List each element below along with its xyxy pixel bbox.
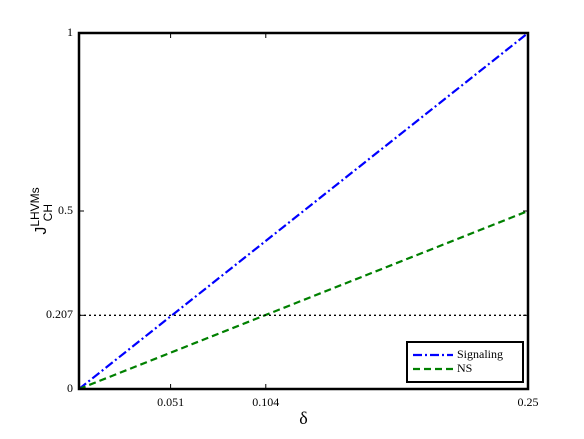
y-tick-label: 0.5 <box>58 203 73 217</box>
y-label-sup: LHVMs <box>28 187 42 226</box>
y-label-base: J <box>33 227 50 235</box>
y-axis-label: JLHVMsCH <box>28 187 55 234</box>
y-label-sub: CH <box>41 204 55 221</box>
x-tick-label: 0.104 <box>252 395 279 409</box>
series-line <box>78 209 529 391</box>
y-tick-label: 0.207 <box>46 307 73 321</box>
legend-label: NS <box>457 361 472 375</box>
series-line <box>78 32 529 390</box>
x-tick-label: 0.051 <box>157 395 184 409</box>
y-tick-label: 1 <box>67 25 73 39</box>
y-tick-label: 0 <box>67 381 73 395</box>
legend-label: Signaling <box>457 347 503 361</box>
legend-box <box>406 341 524 383</box>
x-axis-label: δ <box>299 408 307 428</box>
axes-box <box>77 31 530 391</box>
x-tick-label: 0.25 <box>518 395 539 409</box>
